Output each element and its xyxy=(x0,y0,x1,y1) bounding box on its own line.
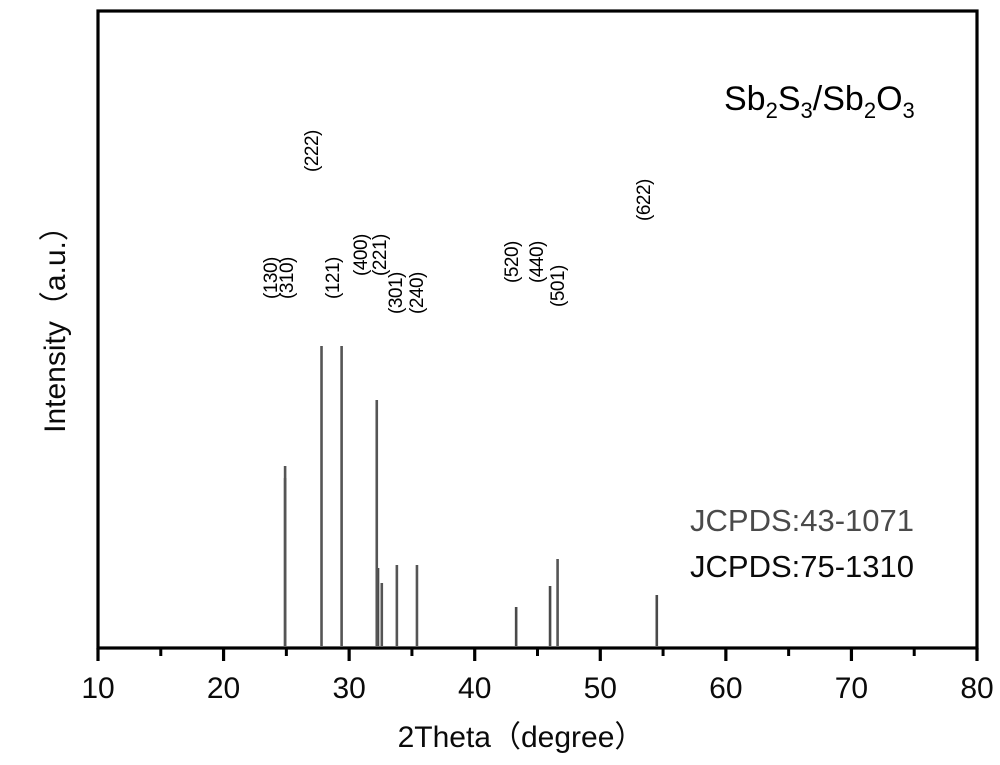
figure-canvas: Intensity（a.u.） Sb2S3/Sb2O3 JCPDS:43-107… xyxy=(0,0,1000,765)
peak-index-label: (520) xyxy=(502,241,524,283)
x-axis-title-text: 2Theta（degree） xyxy=(398,712,645,756)
x-axis-tick-label: 50 xyxy=(584,672,617,706)
formula-part-s: S xyxy=(778,80,801,118)
formula-part-sb1: Sb xyxy=(724,80,766,118)
peak-index-label: (240) xyxy=(407,272,429,314)
sample-formula-label: Sb2S3/Sb2O3 xyxy=(724,80,915,124)
x-axis-tick-label: 40 xyxy=(458,672,491,706)
x-axis-tick-label: 20 xyxy=(207,672,240,706)
formula-slash: / xyxy=(813,80,822,118)
formula-part-sb2: Sb xyxy=(822,80,864,118)
formula-sub-4: 3 xyxy=(903,98,915,123)
peak-index-label: (501) xyxy=(548,265,570,307)
x-axis-tick-label: 10 xyxy=(81,672,114,706)
peak-index-label: (622) xyxy=(634,179,656,221)
peak-index-label: (310) xyxy=(277,257,299,299)
x-axis-tick-label: 60 xyxy=(709,672,742,706)
formula-part-o: O xyxy=(876,80,902,118)
formula-sub-1: 2 xyxy=(766,98,778,123)
jcpds-reference-bottom: JCPDS:75-1310 xyxy=(690,549,914,585)
formula-sub-3: 2 xyxy=(864,98,876,123)
formula-sub-2: 3 xyxy=(801,98,813,123)
peak-index-label: (221) xyxy=(370,234,392,276)
peak-index-label: (440) xyxy=(527,241,549,283)
x-axis-tick-label: 30 xyxy=(332,672,365,706)
peak-index-label: (121) xyxy=(323,257,345,299)
peak-index-label: (222) xyxy=(302,130,324,172)
peak-index-label: (301) xyxy=(386,272,408,314)
x-axis-title: 2Theta（degree） xyxy=(0,712,1000,756)
x-axis-tick-label: 70 xyxy=(835,672,868,706)
x-axis-tick-label: 80 xyxy=(960,672,993,706)
jcpds-reference-top: JCPDS:43-1071 xyxy=(690,503,914,539)
